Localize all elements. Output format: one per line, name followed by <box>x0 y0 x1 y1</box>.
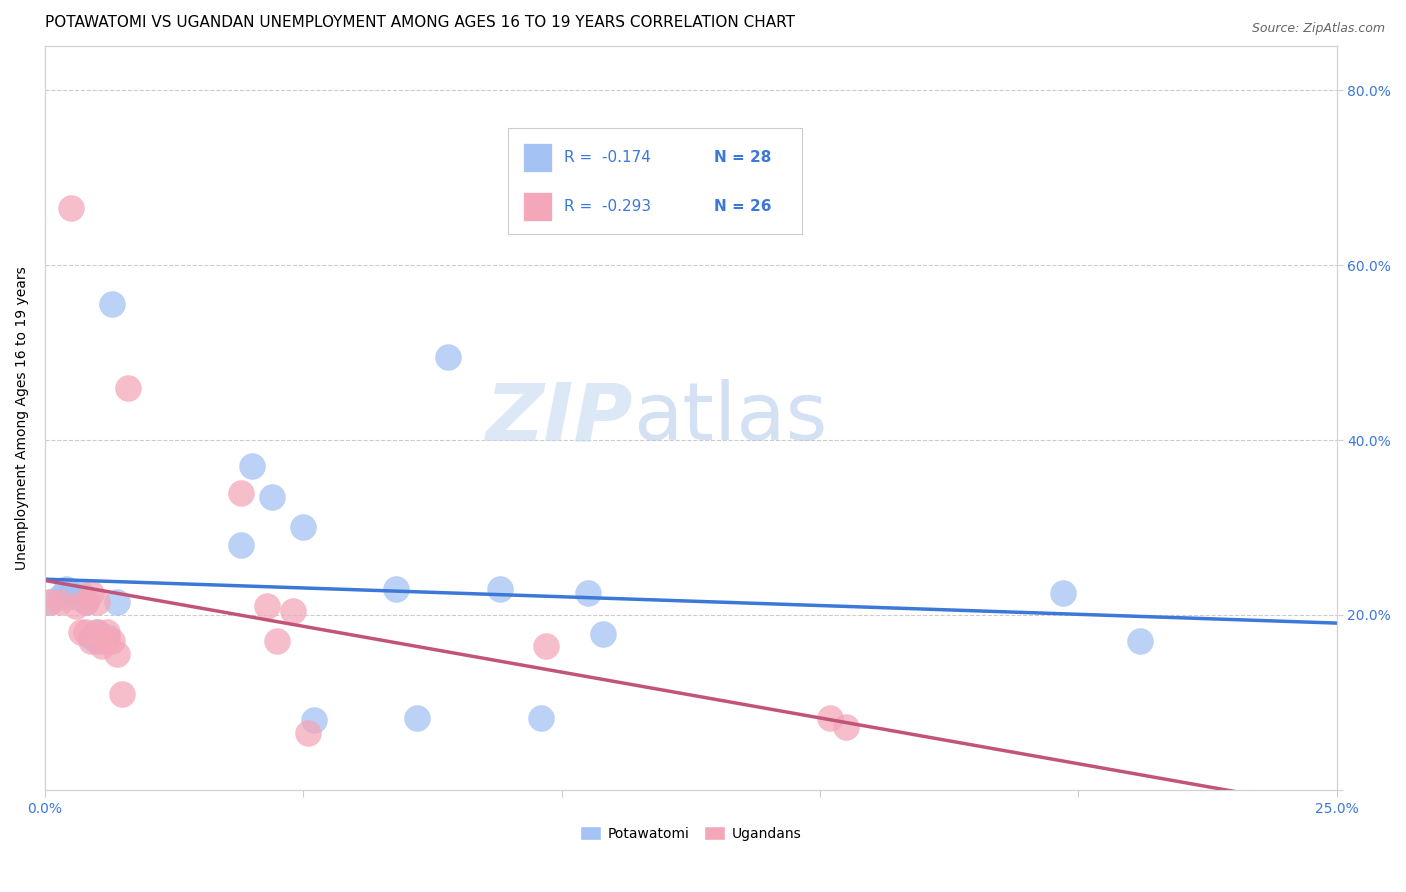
Point <box>1052 586 1074 600</box>
Point <box>117 380 139 394</box>
Point <box>297 726 319 740</box>
Point <box>90 639 112 653</box>
Point <box>530 711 553 725</box>
Point <box>39 595 62 609</box>
Point <box>262 490 284 504</box>
Text: R =  -0.174: R = -0.174 <box>564 150 651 165</box>
Point <box>302 713 325 727</box>
Point <box>1129 634 1152 648</box>
Point <box>592 627 614 641</box>
Point <box>86 634 108 648</box>
FancyBboxPatch shape <box>523 192 553 221</box>
Point <box>75 595 97 609</box>
Point <box>96 625 118 640</box>
Point <box>820 711 842 725</box>
Point <box>96 630 118 644</box>
Point <box>406 711 429 725</box>
Point <box>75 595 97 609</box>
Legend: Potawatomi, Ugandans: Potawatomi, Ugandans <box>575 821 807 847</box>
FancyBboxPatch shape <box>523 143 553 172</box>
Point <box>65 599 87 614</box>
Point <box>49 595 72 609</box>
Point <box>49 591 72 605</box>
Point <box>256 599 278 614</box>
Text: N = 26: N = 26 <box>714 199 772 214</box>
Point <box>240 459 263 474</box>
Point <box>70 625 93 640</box>
Point <box>65 591 87 605</box>
Point <box>111 687 134 701</box>
Point <box>488 582 510 596</box>
Point <box>231 538 253 552</box>
Point <box>75 625 97 640</box>
Point <box>86 625 108 640</box>
Point <box>90 634 112 648</box>
Point <box>80 586 103 600</box>
Point <box>70 586 93 600</box>
Point <box>101 634 124 648</box>
Point <box>281 604 304 618</box>
Y-axis label: Unemployment Among Ages 16 to 19 years: Unemployment Among Ages 16 to 19 years <box>15 267 30 570</box>
Point <box>385 582 408 596</box>
Text: N = 28: N = 28 <box>714 150 772 165</box>
Point <box>266 634 288 648</box>
Point <box>105 648 128 662</box>
Text: POTAWATOMI VS UGANDAN UNEMPLOYMENT AMONG AGES 16 TO 19 YEARS CORRELATION CHART: POTAWATOMI VS UGANDAN UNEMPLOYMENT AMONG… <box>45 15 794 30</box>
Point <box>59 201 82 215</box>
Point <box>80 634 103 648</box>
Text: ZIP: ZIP <box>485 379 633 458</box>
Text: atlas: atlas <box>633 379 827 458</box>
Point <box>292 520 315 534</box>
Point <box>231 485 253 500</box>
Point <box>835 720 858 734</box>
Point <box>534 639 557 653</box>
Point <box>437 350 460 364</box>
Point <box>39 595 62 609</box>
Point <box>86 595 108 609</box>
Text: Source: ZipAtlas.com: Source: ZipAtlas.com <box>1251 22 1385 36</box>
Point <box>105 595 128 609</box>
Point <box>101 297 124 311</box>
Point <box>55 582 77 596</box>
Point <box>96 634 118 648</box>
Point <box>80 630 103 644</box>
Text: R =  -0.293: R = -0.293 <box>564 199 651 214</box>
Point <box>86 625 108 640</box>
Point <box>59 586 82 600</box>
Point <box>576 586 599 600</box>
